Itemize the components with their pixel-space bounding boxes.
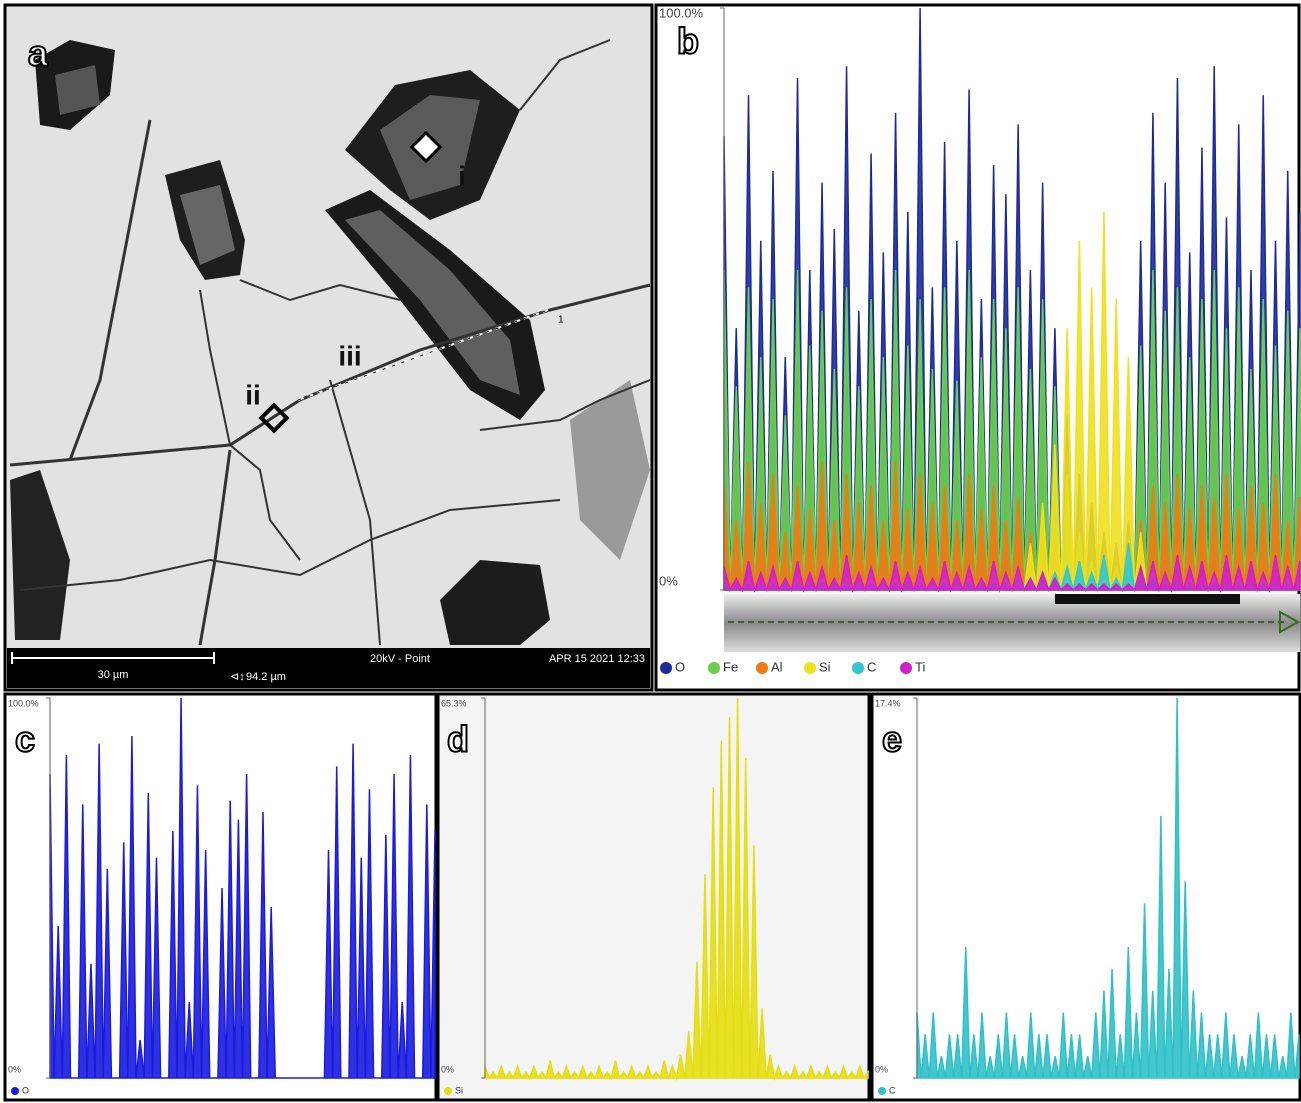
pore — [180, 185, 235, 265]
pore — [440, 560, 550, 645]
annotation: i — [458, 160, 466, 191]
micrograph-panel: a i ii iii 1 30 µm 94.2 µm ⊲↕ 20kV - Poi… — [3, 3, 654, 692]
pore — [10, 470, 70, 640]
legend-label: C — [889, 1085, 896, 1095]
legend-label: C — [867, 659, 876, 674]
legend-swatch — [708, 662, 720, 674]
point-marker — [258, 402, 290, 434]
panel-frame — [436, 692, 871, 1102]
y-tick-label: 0% — [8, 1064, 21, 1074]
legend-label: Si — [819, 659, 831, 674]
chart-panel: 0% 17.4% e C — [870, 692, 1301, 1102]
panel-label: b — [677, 21, 699, 62]
scan-strip-arrow — [1279, 610, 1301, 634]
y-tick-label: 100.0% — [659, 5, 704, 20]
panel-frame — [870, 692, 1301, 1102]
series-area — [723, 461, 1301, 593]
mode: 20kV - Point — [370, 653, 430, 665]
crack — [519, 39, 611, 111]
legend-label: Al — [771, 659, 783, 674]
legend-label: Si — [455, 1085, 463, 1095]
series-area — [916, 697, 1300, 1079]
legend-swatch — [11, 1087, 19, 1095]
series-area — [49, 697, 436, 1079]
micrograph-bg — [3, 3, 654, 692]
point-marker — [409, 130, 443, 164]
info-bar — [7, 648, 650, 688]
pore — [55, 65, 100, 115]
legend-swatch — [660, 662, 672, 674]
legend-label: Fe — [723, 659, 738, 674]
crack — [199, 289, 231, 446]
y-tick-label: 0% — [659, 573, 678, 588]
panel-label: a — [28, 33, 49, 74]
chart-panel: 0% 100.0%b O Fe Al Si C Ti — [654, 3, 1301, 692]
y-tick-label: 17.4% — [875, 698, 901, 708]
series-area — [723, 554, 1301, 593]
legend-label: Ti — [915, 659, 925, 674]
panel-label: c — [15, 719, 35, 760]
legend-label: O — [22, 1085, 29, 1095]
annotation: ii — [245, 379, 261, 410]
annotation: iii — [338, 340, 361, 371]
legend-swatch — [756, 662, 768, 674]
y-tick-label: 100.0% — [8, 698, 39, 708]
grain — [570, 380, 650, 560]
scan-line — [297, 309, 549, 401]
annotation: 1 — [558, 315, 564, 326]
scan-strip-dark — [1055, 594, 1240, 604]
legend-label: O — [675, 659, 685, 674]
panel-label: d — [447, 719, 469, 760]
crack — [329, 379, 381, 646]
series-area — [484, 697, 869, 1081]
panel-label: e — [882, 719, 902, 760]
legend-swatch — [900, 662, 912, 674]
y-tick-label: 0% — [441, 1064, 454, 1074]
pore — [345, 210, 520, 395]
legend-swatch — [804, 662, 816, 674]
legend-swatch — [852, 662, 864, 674]
field-icon: ⊲↕ — [230, 671, 245, 683]
crack — [68, 119, 152, 461]
timestamp: APR 15 2021 12:33 — [549, 653, 645, 665]
field-width: 94.2 µm — [246, 671, 286, 683]
crack — [19, 499, 561, 591]
series-area — [723, 269, 1301, 591]
chart-panel: 0% 65.3% d Si — [436, 692, 871, 1102]
crack — [229, 444, 301, 561]
legend-swatch — [444, 1087, 452, 1095]
y-tick-label: 0% — [875, 1064, 888, 1074]
legend-swatch — [878, 1087, 886, 1095]
crack — [239, 279, 401, 302]
crack — [479, 379, 651, 431]
chart-panel: 0% 100.0% c O — [3, 692, 438, 1102]
scale-label: 30 µm — [98, 669, 129, 681]
y-tick-label: 65.3% — [441, 698, 467, 708]
